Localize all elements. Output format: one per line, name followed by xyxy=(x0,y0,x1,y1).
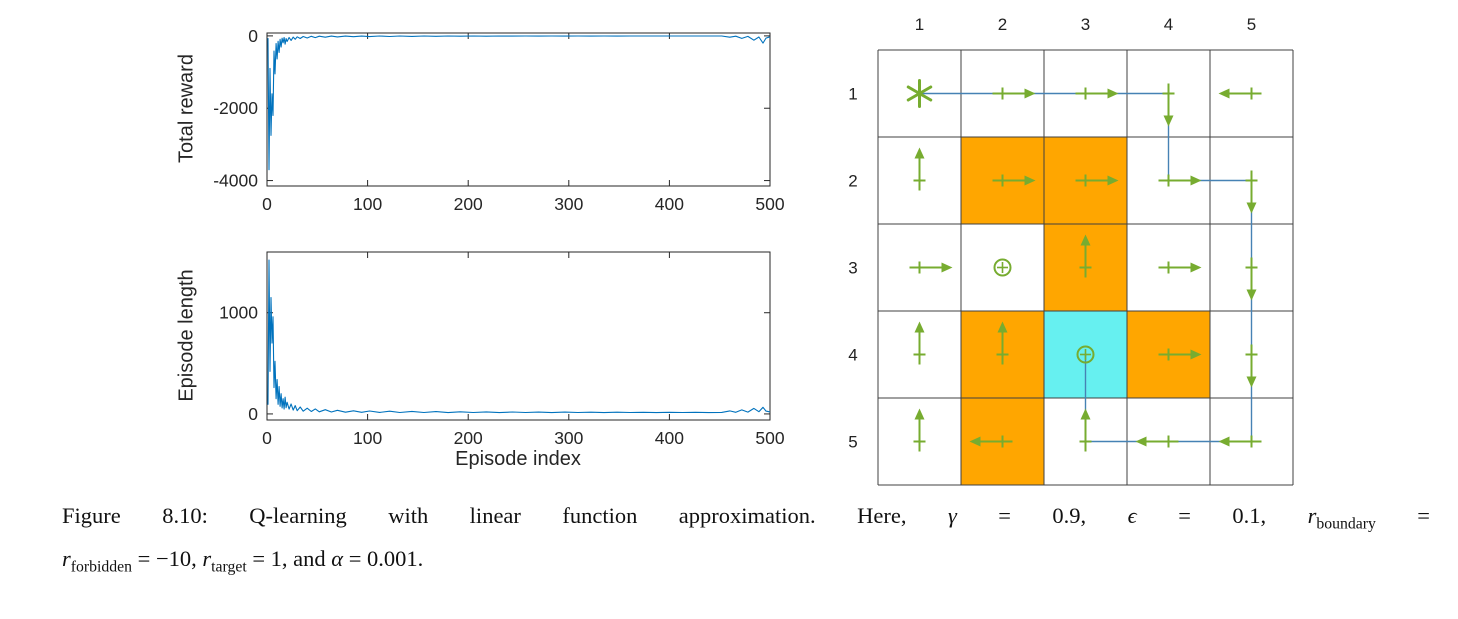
x-tick-label: 200 xyxy=(454,194,483,214)
caption-text: γ xyxy=(947,503,957,528)
policy-arrowhead-icon xyxy=(1190,349,1202,360)
episode-index-xlabel: Episode index xyxy=(455,448,581,470)
x-tick-label: 0 xyxy=(262,428,272,448)
col-label: 2 xyxy=(998,15,1007,34)
caption-text: r xyxy=(1307,503,1317,528)
policy-arrowhead-icon xyxy=(1190,175,1202,186)
gridworld-diagram: 1 2 3 4 5 1 2 3 4 5 xyxy=(848,15,1294,486)
x-tick-label: 100 xyxy=(353,428,382,448)
policy-arrowhead-icon xyxy=(914,408,925,420)
x-tick-label: 500 xyxy=(755,194,784,214)
caption-text: = 0.1, xyxy=(1136,503,1308,528)
policy-arrowhead-icon xyxy=(1246,289,1257,301)
x-tick-label: 400 xyxy=(655,194,684,214)
policy-arrowhead-icon xyxy=(1024,88,1036,99)
caption-subscript: target xyxy=(211,558,247,575)
policy-arrowhead-icon xyxy=(1246,376,1257,388)
row-label: 1 xyxy=(848,85,857,104)
x-tick-label: 400 xyxy=(655,428,684,448)
caption-text: r xyxy=(202,545,212,571)
stay-marker-icon xyxy=(993,258,1012,277)
caption-subscript: boundary xyxy=(1316,515,1376,533)
caption-text: Figure 8.10: Q-learning with linear func… xyxy=(62,503,948,528)
caption-line-2: rforbidden = −10, rtarget = 1, and α = 0… xyxy=(62,542,1430,585)
caption-text: = 1, and xyxy=(246,545,332,571)
caption-text: = 0.001. xyxy=(343,545,424,571)
y-tick-label: -4000 xyxy=(213,171,258,191)
y-tick-label: 0 xyxy=(248,26,258,46)
stay-marker-icon xyxy=(1076,345,1095,364)
policy-arrowhead-icon xyxy=(1190,262,1202,273)
total-reward-line xyxy=(267,35,771,171)
policy-arrowhead-icon xyxy=(1107,88,1119,99)
policy-arrowhead-icon xyxy=(1080,234,1091,246)
policy-arrowhead-icon xyxy=(1218,88,1230,99)
x-tick-label: 300 xyxy=(554,428,583,448)
caption-text: = −10, xyxy=(132,545,203,571)
total-reward-plot-box xyxy=(266,32,771,187)
caption-text: ϵ xyxy=(1127,503,1137,528)
policy-arrowhead-icon xyxy=(1246,202,1257,214)
y-tick-label: 0 xyxy=(248,404,258,424)
policy-arrowhead-icon xyxy=(1135,436,1147,447)
policy-arrowhead-icon xyxy=(914,147,925,159)
episode-length-ylabel: Episode length xyxy=(175,269,198,402)
row-label: 5 xyxy=(848,433,857,452)
policy-arrowhead-icon xyxy=(914,321,925,333)
figure-caption: Figure 8.10: Q-learning with linear func… xyxy=(62,499,1430,584)
col-label: 5 xyxy=(1247,15,1256,34)
total-reward-ylabel: Total reward xyxy=(175,54,198,163)
policy-arrowhead-icon xyxy=(1024,175,1036,186)
caption-line-1: Figure 8.10: Q-learning with linear func… xyxy=(62,499,1430,542)
y-tick-label: -2000 xyxy=(213,98,258,118)
col-label: 3 xyxy=(1081,15,1090,34)
caption-subscript: forbidden xyxy=(70,558,132,575)
col-label: 1 xyxy=(915,15,924,34)
row-label: 2 xyxy=(848,172,857,191)
policy-arrowhead-icon xyxy=(1107,175,1119,186)
col-label: 4 xyxy=(1164,15,1173,34)
x-tick-label: 100 xyxy=(353,194,382,214)
y-tick-label: 1000 xyxy=(219,303,258,323)
policy-arrowhead-icon xyxy=(1080,408,1091,420)
policy-arrowhead-icon xyxy=(1218,436,1230,447)
x-tick-label: 300 xyxy=(554,194,583,214)
policy-arrowhead-icon xyxy=(969,436,981,447)
row-label: 4 xyxy=(848,346,857,365)
caption-text: = 0.9, xyxy=(956,503,1128,528)
x-tick-label: 500 xyxy=(755,428,784,448)
episode-length-line xyxy=(267,259,771,414)
x-tick-label: 200 xyxy=(454,428,483,448)
caption-text: = xyxy=(1375,503,1430,528)
policy-arrowhead-icon xyxy=(941,262,953,273)
caption-text: α xyxy=(331,545,344,571)
start-marker-icon xyxy=(906,85,933,102)
caption-text: r xyxy=(62,545,71,571)
policy-arrowhead-icon xyxy=(1163,115,1174,127)
policy-arrowhead-icon xyxy=(997,321,1008,333)
x-tick-label: 0 xyxy=(262,194,272,214)
episode-length-plot-box xyxy=(266,251,771,421)
row-label: 3 xyxy=(848,259,857,278)
